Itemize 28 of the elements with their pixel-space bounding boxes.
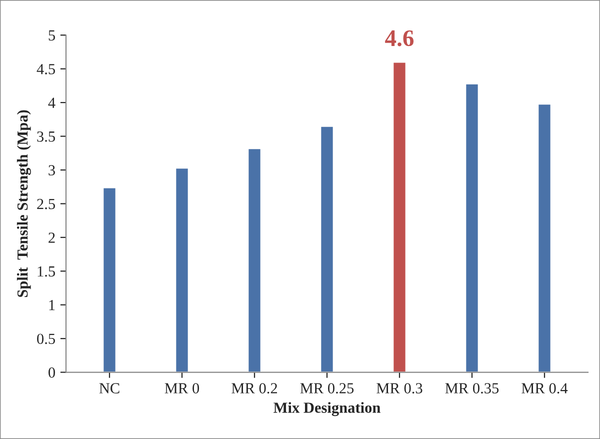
- y-tick-label: 2: [48, 232, 55, 243]
- bar: [102, 186, 117, 372]
- y-tick-label: 3: [48, 165, 55, 176]
- bar: [537, 103, 552, 372]
- x-tick-label: MR 0.3: [376, 383, 422, 394]
- y-tick-label: 1.5: [38, 266, 55, 277]
- x-tick-label: MR 0.2: [232, 383, 277, 394]
- data-label: 4.6: [385, 30, 414, 46]
- y-tick-label: 0: [48, 367, 55, 378]
- y-axis-title: Split Tensile Strength (Mpa): [16, 110, 31, 297]
- y-tick-label: 1: [49, 300, 55, 310]
- bar: [320, 125, 334, 372]
- x-axis-title: Mix Designation: [274, 402, 380, 416]
- x-tick-label: MR 0: [164, 383, 200, 394]
- y-tick-label: 5: [48, 30, 55, 41]
- bar: [392, 61, 407, 372]
- x-tick-label: MR 0.4: [522, 383, 568, 394]
- bar: [247, 148, 262, 372]
- x-tick-label: MR 0.35: [445, 383, 499, 394]
- y-tick-label: 2.5: [37, 198, 55, 210]
- bar: [174, 167, 190, 372]
- y-tick-label: 0.5: [37, 334, 55, 344]
- y-tick-label: 3.5: [37, 131, 55, 142]
- x-tick-label: NC: [99, 383, 120, 394]
- bar: [464, 82, 480, 372]
- y-tick-label: 4: [48, 98, 56, 108]
- y-tick-label: 4.5: [36, 64, 55, 74]
- x-tick-label: MR 0.25: [300, 383, 354, 394]
